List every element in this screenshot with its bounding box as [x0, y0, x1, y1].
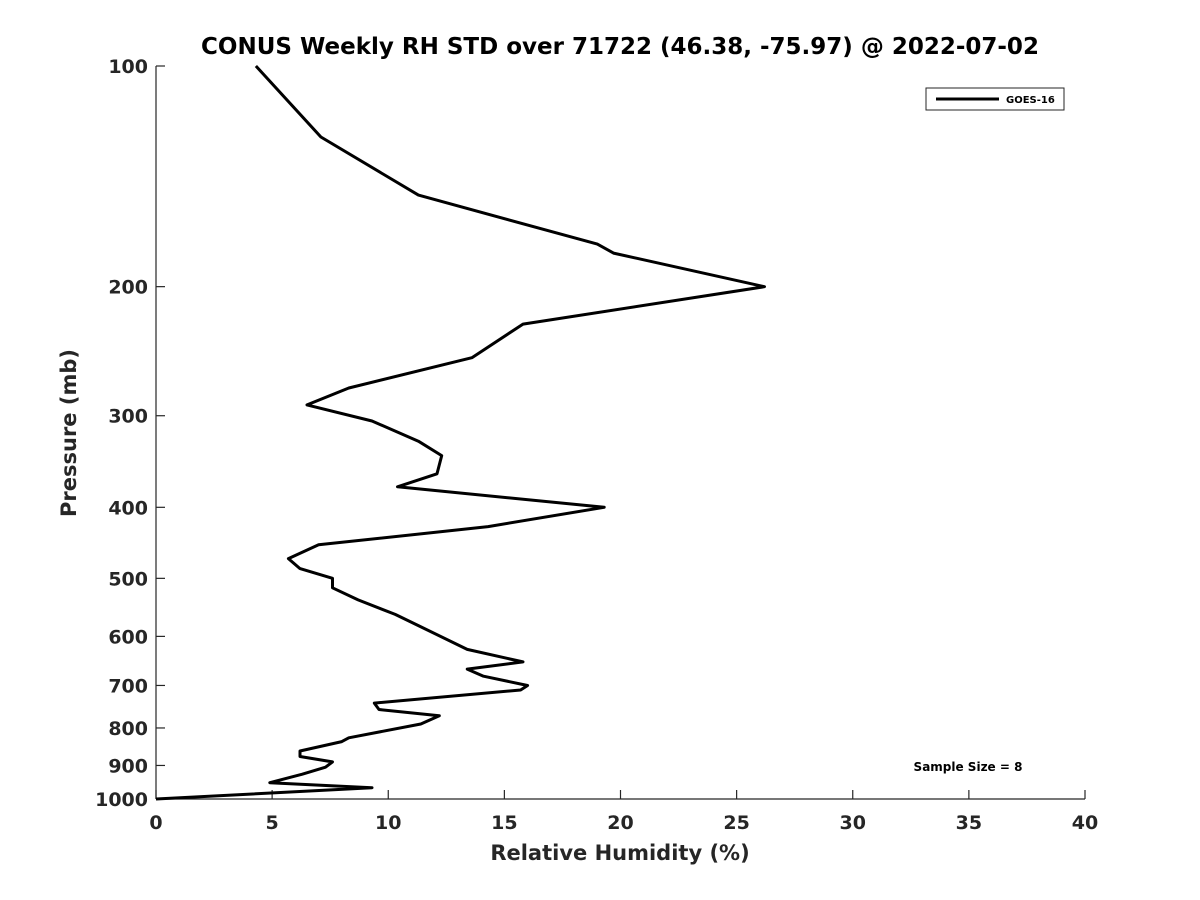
legend-label-goes-16: GOES-16 — [1006, 95, 1055, 106]
x-axis-label: Relative Humidity (%) — [490, 841, 749, 865]
legend: GOES-16 — [925, 87, 1065, 111]
y-tick-label: 600 — [108, 626, 148, 648]
y-tick-label: 300 — [108, 406, 148, 428]
series-layer — [155, 64, 766, 801]
y-ticks: 100 200 300 400 500 600 700 800 900 1000 — [95, 56, 165, 811]
sample-size-annotation: Sample Size = 8 — [914, 760, 1023, 774]
y-tick-label: 1000 — [95, 789, 148, 811]
y-tick-label: 800 — [108, 718, 148, 740]
x-tick-label: 20 — [607, 812, 633, 834]
x-tick-label: 10 — [375, 812, 401, 834]
x-tick-label: 15 — [491, 812, 517, 834]
y-tick-label: 900 — [108, 755, 148, 777]
x-tick-label: 30 — [840, 812, 866, 834]
y-tick-label: 100 — [108, 56, 148, 78]
y-axis-label: Pressure (mb) — [57, 349, 81, 517]
x-ticks: 0 5 10 15 20 25 30 35 40 — [149, 790, 1098, 834]
x-tick-label: 0 — [149, 812, 162, 834]
x-tick-label: 35 — [956, 812, 982, 834]
y-tick-label: 400 — [108, 497, 148, 519]
plot-area — [155, 66, 1085, 800]
x-tick-label: 40 — [1072, 812, 1098, 834]
y-tick-label: 500 — [108, 568, 148, 590]
y-tick-label: 700 — [108, 675, 148, 697]
chart-title: CONUS Weekly RH STD over 71722 (46.38, -… — [201, 34, 1039, 60]
x-tick-label: 5 — [266, 812, 279, 834]
x-tick-label: 25 — [723, 812, 749, 834]
y-tick-label: 200 — [108, 277, 148, 299]
series-line-goes-16 — [155, 64, 766, 801]
